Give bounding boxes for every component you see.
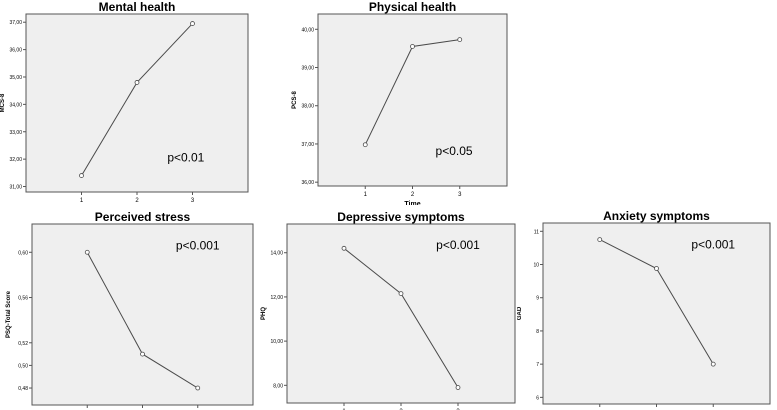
x-tick-label: 3 <box>191 198 195 204</box>
data-point <box>410 44 415 49</box>
data-point <box>341 245 347 251</box>
p-value-annotation: p<0.01 <box>167 151 204 165</box>
chart-anxiety-symptoms: Anxiety symptoms67891011123TimeGADp<0.00… <box>517 209 771 407</box>
y-tick-label: 12,00 <box>270 295 283 301</box>
data-point <box>362 142 368 148</box>
x-tick-label: 1 <box>364 192 368 198</box>
p-value-annotation: p<0.001 <box>176 238 220 252</box>
data-point <box>455 385 461 390</box>
y-tick-label: 0,50 <box>18 363 28 369</box>
plot-area <box>542 222 771 405</box>
p-value-annotation: p<0.05 <box>436 144 473 158</box>
y-axis-label: PHQ <box>261 307 267 320</box>
y-tick-label: 14,00 <box>270 251 283 257</box>
chart-mental-health: Mental health 31,00 32,00 33,00 34,00 35,00 36… <box>0 0 249 204</box>
y-tick-label: 31,00 <box>9 185 22 191</box>
y-tick-label: 8 <box>536 329 539 335</box>
data-point <box>84 249 90 255</box>
chart-title: Perceived stress <box>95 210 191 224</box>
data-point <box>398 291 404 297</box>
plot-area <box>286 223 516 404</box>
data-point <box>597 237 603 243</box>
chart-title: Anxiety symptoms <box>603 209 710 223</box>
y-tick-label: 9 <box>536 296 539 302</box>
y-tick-label: 0,60 <box>18 250 28 256</box>
y-axis-label: PSQ-Total Score <box>6 290 12 338</box>
y-tick-label: 36,00 <box>301 180 314 186</box>
chart-title: Depressive symptoms <box>337 210 465 224</box>
y-tick-label: 35,00 <box>9 75 22 81</box>
p-value-annotation: p<0.001 <box>691 237 735 251</box>
data-point <box>654 266 659 271</box>
x-tick-label: 2 <box>135 198 139 204</box>
data-point <box>79 173 84 178</box>
y-axis-label: PCS-8 <box>292 91 298 109</box>
data-point <box>710 361 716 367</box>
chart-title: Mental health <box>99 0 176 14</box>
y-tick-label: 39,00 <box>301 66 314 72</box>
chart-perceived-stress: Perceived stress0,480,500,520,560,60123T… <box>6 210 254 408</box>
y-tick-label: 0,52 <box>18 341 28 347</box>
y-tick-label: 11 <box>534 229 539 235</box>
data-point <box>457 37 463 43</box>
data-point <box>190 21 195 26</box>
y-tick-label: 32,00 <box>9 157 22 163</box>
y-tick-label: 38,00 <box>301 104 314 110</box>
plot-area <box>317 13 508 187</box>
plot-area <box>25 13 249 193</box>
y-tick-label: 37,00 <box>9 20 22 26</box>
data-point <box>134 80 140 85</box>
y-tick-label: 6 <box>536 395 539 401</box>
data-point <box>195 385 201 391</box>
y-tick-label: 40,00 <box>301 27 314 33</box>
y-tick-label: 7 <box>536 362 539 368</box>
p-value-annotation: p<0.001 <box>436 238 480 252</box>
y-axis-label: GAD <box>517 306 523 320</box>
chart-physical-health: Physical health 36,00 37,00 38,00 39,00 40,00… <box>292 0 508 205</box>
chart-depressive-symptoms: Depressive symptoms8,0010,0012,0014,0012… <box>261 210 516 410</box>
y-tick-label: 37,00 <box>301 142 314 148</box>
y-tick-label: 34,00 <box>9 102 22 108</box>
y-tick-label: 36,00 <box>9 48 22 54</box>
y-tick-label: 0,48 <box>18 386 28 392</box>
y-axis-label: MCS-8 <box>0 93 6 112</box>
y-tick-label: 10 <box>533 263 539 269</box>
y-tick-label: 0,56 <box>18 296 28 302</box>
plot-area <box>31 223 254 406</box>
y-tick-label: 33,00 <box>9 130 22 136</box>
data-point <box>140 351 145 357</box>
x-tick-label: 3 <box>458 192 462 198</box>
y-tick-label: 8,00 <box>273 383 283 389</box>
x-tick-label: 2 <box>411 192 415 198</box>
x-axis-label: Time <box>404 201 420 205</box>
chart-title: Physical health <box>369 0 456 14</box>
y-tick-label: 10,00 <box>270 339 283 345</box>
x-tick-label: 1 <box>80 198 84 204</box>
